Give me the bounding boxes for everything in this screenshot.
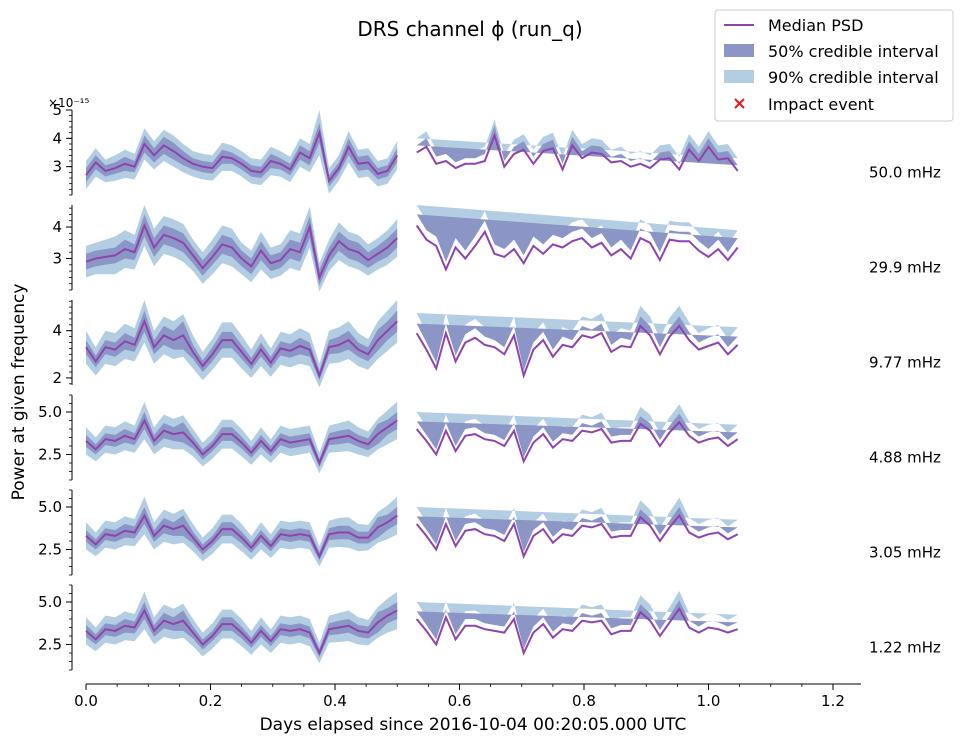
ci50-band-3-0 <box>86 412 398 468</box>
ci50-band-2-0 <box>86 310 398 381</box>
ci90-band-1-1 <box>416 205 738 256</box>
legend-median-label: Median PSD <box>768 16 863 35</box>
median-line-4-0 <box>85 513 398 559</box>
y-tick-label-1-1: 4 <box>52 218 62 236</box>
legend-ci90-swatch <box>724 70 754 83</box>
x-tick-label-0: 0.0 <box>74 692 98 710</box>
y-tick-label-0-0: 3 <box>52 158 62 176</box>
median-line-3-0 <box>85 418 398 466</box>
panel-frequency-label-1: 29.9 mHz <box>869 259 941 277</box>
median-line-1-1 <box>415 224 739 273</box>
panel-5: 2.5 5.0 1.22 mHz <box>38 584 941 671</box>
y-tick-label-5-0: 2.5 <box>38 636 62 654</box>
ci50-band-0-1 <box>416 125 738 166</box>
legend-impact-marker <box>734 98 745 109</box>
y-tick-label-4-1: 5.0 <box>38 498 62 516</box>
x-tick-label-6: 1.2 <box>821 692 845 710</box>
x-axis-label: Days elapsed since 2016-10-04 00:20:05.0… <box>260 715 687 735</box>
median-line-1-0 <box>85 222 398 281</box>
x-axis: 0.0 0.2 0.4 0.6 0.8 1.0 1.2 <box>74 683 861 710</box>
y-tick-label-1-0: 3 <box>52 250 62 268</box>
y-offset-label-0: ×10⁻¹⁵ <box>48 96 89 110</box>
y-tick-label-0-1: 4 <box>52 129 62 147</box>
panel-1: 3 4 29.9 mHz <box>52 205 941 292</box>
x-tick-label-1: 0.2 <box>199 692 223 710</box>
median-line-4-1 <box>415 513 739 560</box>
panel-frequency-label-2: 9.77 mHz <box>869 354 941 372</box>
ci50-band-1-0 <box>86 214 398 286</box>
panel-frequency-label-4: 3.05 mHz <box>869 544 941 562</box>
legend: Median PSD 50% credible interval 90% cre… <box>714 9 954 122</box>
panel-4: 2.5 5.0 3.05 mHz <box>38 489 941 576</box>
panels-group: 3 4 5 50.0 mHz ×10⁻¹⁵ 3 4 29.9 mHz 2 4 9.77 mHz 2.5… <box>38 96 941 671</box>
median-line-2-0 <box>85 318 398 379</box>
median-line-5-1 <box>415 606 739 656</box>
panel-frequency-label-0: 50.0 mHz <box>869 164 941 182</box>
legend-impact-label: Impact event <box>768 95 874 114</box>
y-axis-label: Power at given frequency <box>9 284 29 501</box>
ci90-band-2-1 <box>416 305 738 364</box>
legend-ci50-label: 50% credible interval <box>768 42 939 61</box>
median-line-2-1 <box>415 324 739 380</box>
legend-ci50-swatch <box>724 44 754 57</box>
ci50-band-0-0 <box>86 122 398 187</box>
ci90-band-3-1 <box>416 404 738 452</box>
panel-2: 2 4 9.77 mHz <box>52 300 941 388</box>
ci50-band-2-1 <box>416 316 738 371</box>
median-line-0-0 <box>85 129 399 184</box>
ci50-band-3-1 <box>416 413 738 458</box>
y-tick-label-3-0: 2.5 <box>38 446 62 464</box>
ci50-band-1-1 <box>416 214 738 262</box>
legend-ci90-label: 90% credible interval <box>768 68 939 87</box>
panel-frequency-label-5: 1.22 mHz <box>869 639 941 657</box>
ci50-band-4-0 <box>86 507 398 561</box>
y-tick-label-5-1: 5.0 <box>38 593 62 611</box>
x-tick-label-4: 0.8 <box>572 692 596 710</box>
y-tick-label-0-2: 5 <box>52 101 62 119</box>
x-tick-label-2: 0.4 <box>323 692 347 710</box>
panel-3: 2.5 5.0 4.88 mHz <box>38 394 941 481</box>
y-tick-label-3-1: 5.0 <box>38 403 62 421</box>
panel-0: 3 4 5 50.0 mHz ×10⁻¹⁵ <box>48 96 941 196</box>
panel-frequency-label-3: 4.88 mHz <box>869 449 941 467</box>
ci50-band-5-0 <box>86 602 398 658</box>
ci90-band-2-0 <box>86 300 398 388</box>
median-line-3-1 <box>415 420 739 464</box>
legend-frame <box>714 9 954 122</box>
y-tick-label-4-0: 2.5 <box>38 541 62 559</box>
ci90-band-0-1 <box>416 119 738 159</box>
x-tick-label-5: 1.0 <box>697 692 721 710</box>
y-tick-label-2-1: 4 <box>52 322 62 340</box>
y-tick-label-2-0: 2 <box>52 369 62 387</box>
chart-title: DRS channel ϕ (run_q) <box>357 17 582 41</box>
median-line-5-0 <box>85 608 398 656</box>
x-tick-label-3: 0.6 <box>448 692 472 710</box>
median-line-0-1 <box>416 132 739 173</box>
